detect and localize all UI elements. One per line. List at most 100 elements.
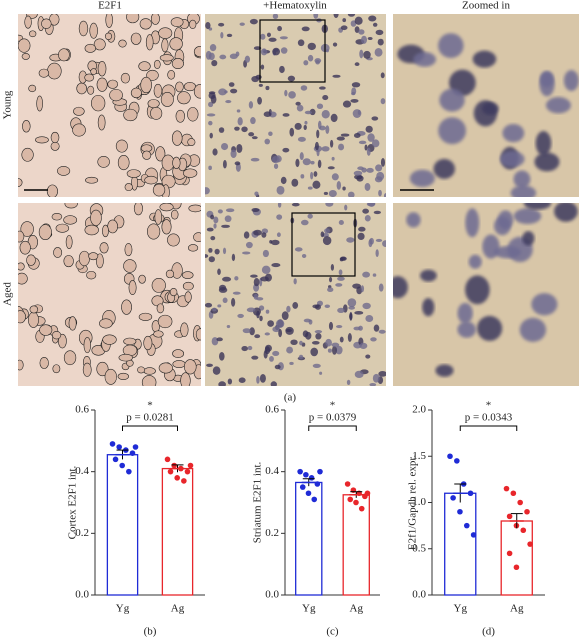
data-point [353,499,359,506]
cell-outline [146,223,161,240]
cell-outline [145,34,154,51]
significance-bracket [459,425,518,431]
cell-outline [18,230,25,243]
data-point [126,468,132,475]
nucleus [239,22,245,26]
cell-outline [73,106,85,116]
nucleus [286,346,294,354]
nucleus [331,156,335,161]
x-tick-label: Yg [116,603,130,615]
nucleus [253,229,262,236]
nucleus [282,147,290,153]
cell-outline [105,14,113,28]
nucleus [221,224,230,228]
nucleus [279,65,285,74]
cell-outline [117,155,130,171]
nucleus [286,305,291,313]
nucleus [374,47,383,57]
nucleus [323,191,329,195]
nucleus [299,340,303,346]
nucleus [372,273,377,277]
cell-outline [171,130,183,146]
nucleus [375,238,383,242]
cell-outline [133,203,143,216]
nucleus [365,314,374,322]
nucleus [325,203,334,207]
data-point [527,541,533,547]
cell-outline [187,107,199,122]
column-title: E2F1 [98,0,122,12]
x-tick-label: Yg [302,603,316,615]
nucleus [349,313,353,320]
nucleus [276,214,283,220]
cell-outline [152,183,166,197]
bar [295,481,323,596]
nucleus [208,247,213,253]
cell-outline [18,272,28,285]
data-point [187,462,194,469]
y-tick-label: 0.2 [75,527,89,539]
nucleus [289,127,295,137]
nucleus [502,123,525,143]
nucleus [368,15,377,22]
y-tick-label: 0.4 [265,465,279,477]
nucleus [290,339,298,346]
cell-outline [35,136,49,144]
nucleus [337,276,345,281]
nucleus [234,161,241,166]
nucleus [362,302,371,310]
nucleus [243,231,250,239]
nucleus [377,38,384,46]
nucleus [352,109,362,118]
nucleus [292,301,299,309]
nucleus [331,342,340,348]
nucleus [210,214,215,220]
cell-outline [50,131,60,144]
nucleus [367,203,376,207]
nucleus [375,164,383,172]
nucleus [212,366,221,375]
cell-outline [68,316,77,331]
cell-outline [38,68,50,78]
cell-outline [47,62,62,80]
cell-outline [138,61,151,72]
nucleus [522,231,535,246]
nucleus [315,333,322,340]
nucleus [259,315,263,322]
nucleus [348,305,355,310]
nucleus [251,208,260,213]
nucleus [219,284,227,291]
p-value: p = 0.0343 [465,412,513,424]
cell-outline [38,224,52,241]
nucleus [291,203,300,207]
nucleus [358,226,366,232]
cell-outline [36,95,43,112]
nucleus [319,371,323,375]
nucleus [325,125,330,134]
nucleus [302,158,311,166]
cell-outline [21,53,30,60]
cell-outline [123,337,137,346]
y-axis-label: Cortex E2F1 int. [67,465,79,539]
nucleus [253,278,260,287]
nucleus [295,158,300,168]
nucleus [354,370,364,379]
cell-outline [22,120,31,133]
nucleus [340,133,350,137]
nucleus [378,329,386,334]
nucleus [332,74,341,78]
cell-outline [146,69,159,81]
nucleus [369,237,374,245]
nucleus [209,132,213,139]
data-point [119,462,125,469]
nucleus [330,264,335,271]
nucleus [357,232,365,241]
cell-outline [52,330,62,340]
nucleus [208,165,212,171]
nucleus [362,208,369,214]
cell-outline [57,166,71,176]
nucleus [266,32,271,38]
nucleus [263,350,268,359]
nucleus [208,256,215,263]
cell-outline [51,212,63,221]
